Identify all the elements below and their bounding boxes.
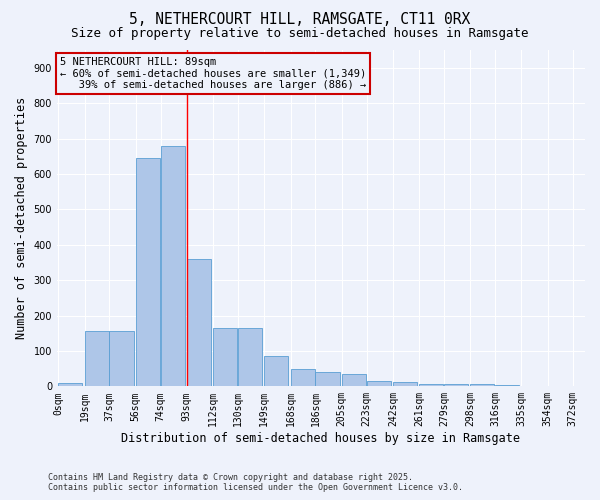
Bar xyxy=(444,384,468,386)
Bar xyxy=(264,356,289,386)
Bar xyxy=(58,383,82,386)
Text: 5 NETHERCOURT HILL: 89sqm
← 60% of semi-detached houses are smaller (1,349)
   3: 5 NETHERCOURT HILL: 89sqm ← 60% of semi-… xyxy=(59,57,366,90)
Bar xyxy=(393,382,417,386)
Bar xyxy=(85,332,109,386)
Bar xyxy=(238,328,262,386)
Text: Size of property relative to semi-detached houses in Ramsgate: Size of property relative to semi-detach… xyxy=(71,28,529,40)
Bar xyxy=(290,368,315,386)
Bar xyxy=(419,384,443,386)
X-axis label: Distribution of semi-detached houses by size in Ramsgate: Distribution of semi-detached houses by … xyxy=(121,432,520,445)
Bar xyxy=(316,372,340,386)
Bar xyxy=(136,158,160,386)
Text: 5, NETHERCOURT HILL, RAMSGATE, CT11 0RX: 5, NETHERCOURT HILL, RAMSGATE, CT11 0RX xyxy=(130,12,470,28)
Bar xyxy=(161,146,185,386)
Bar xyxy=(109,332,134,386)
Text: Contains HM Land Registry data © Crown copyright and database right 2025.
Contai: Contains HM Land Registry data © Crown c… xyxy=(48,473,463,492)
Bar xyxy=(213,328,238,386)
Y-axis label: Number of semi-detached properties: Number of semi-detached properties xyxy=(15,97,28,340)
Bar xyxy=(341,374,366,386)
Bar xyxy=(470,384,494,386)
Bar xyxy=(367,381,391,386)
Bar xyxy=(187,259,211,386)
